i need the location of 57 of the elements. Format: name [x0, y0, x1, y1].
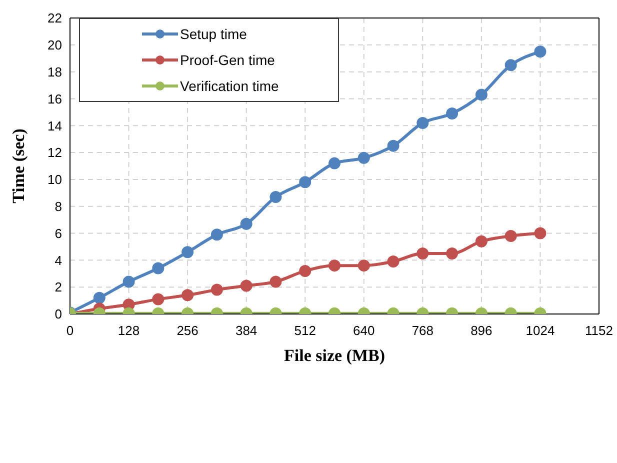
point — [534, 227, 546, 240]
point — [446, 108, 458, 120]
point — [210, 284, 223, 296]
point — [387, 256, 400, 268]
point — [504, 59, 517, 72]
x-tick-label: 512 — [294, 323, 316, 338]
x-tick-label: 768 — [412, 323, 434, 338]
point — [475, 88, 488, 101]
point — [152, 293, 164, 306]
y-tick-label: 8 — [54, 198, 62, 214]
point — [93, 292, 106, 304]
x-tick-label: 640 — [353, 323, 375, 338]
point — [358, 260, 370, 272]
y-tick-label: 14 — [48, 118, 62, 134]
x-tick-label: 1152 — [585, 323, 613, 338]
point — [328, 260, 340, 272]
legend-label: Verification time — [180, 78, 279, 94]
y-tick-label: 4 — [54, 252, 62, 268]
point — [358, 152, 370, 164]
point — [416, 247, 429, 260]
point — [182, 246, 194, 258]
point — [270, 190, 282, 203]
legend-label: Setup time — [180, 26, 247, 42]
point — [534, 46, 546, 58]
point — [416, 116, 429, 129]
x-tick-label: 128 — [118, 323, 140, 338]
x-tick-label: 1024 — [526, 323, 555, 338]
point — [299, 176, 312, 188]
point — [122, 276, 135, 288]
y-tick-label: 12 — [48, 145, 62, 160]
point — [446, 247, 458, 260]
point — [240, 280, 252, 292]
point — [270, 276, 282, 288]
point — [240, 218, 252, 230]
point — [299, 264, 312, 277]
y-tick-label: 2 — [54, 280, 62, 295]
y-tick-label: 0 — [54, 306, 62, 322]
x-axis-title: File size (MB) — [284, 346, 386, 365]
y-tick-label: 22 — [48, 10, 62, 26]
y-tick-label: 18 — [48, 64, 62, 80]
x-tick-label: 896 — [470, 323, 492, 338]
x-tick-label: 384 — [235, 323, 258, 338]
y-tick-label: 10 — [48, 172, 62, 188]
point — [504, 230, 517, 242]
x-tick-label: 0 — [66, 323, 74, 338]
y-axis-title: Time (sec) — [9, 128, 28, 204]
y-tick-label: 16 — [48, 91, 62, 106]
legend-label: Proof-Gen time — [180, 52, 275, 68]
point — [475, 235, 488, 248]
point — [387, 140, 400, 152]
point — [152, 262, 164, 274]
point — [328, 157, 340, 170]
y-tick-label: 20 — [48, 38, 62, 53]
point — [210, 228, 223, 241]
point — [182, 289, 194, 302]
y-tick-label: 6 — [54, 226, 62, 241]
x-tick-label: 256 — [176, 323, 198, 338]
